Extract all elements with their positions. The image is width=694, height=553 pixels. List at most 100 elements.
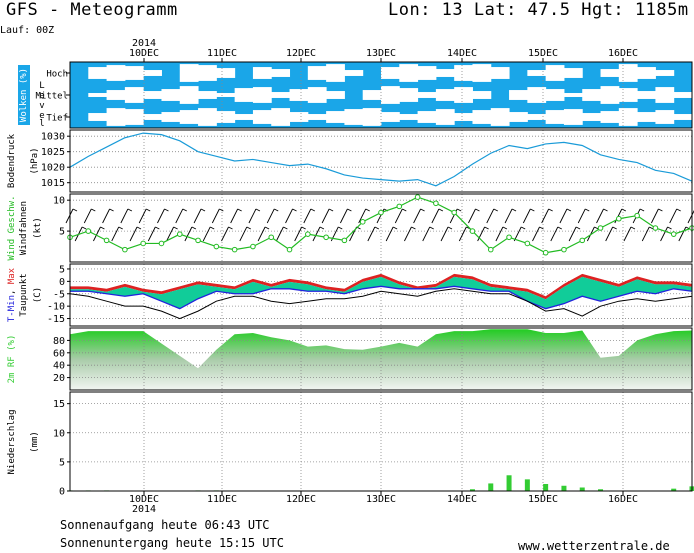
wind-barb-flag <box>539 226 544 230</box>
ylabel-part: Taupunkt <box>19 273 29 316</box>
cloud-cell <box>198 91 217 99</box>
wind-barb <box>431 208 440 224</box>
wind-barb <box>651 208 659 224</box>
wind-barb-flag <box>630 226 636 230</box>
cloud-cell <box>490 108 510 126</box>
dewpoint-axis-label: Taupunkt <box>19 273 29 316</box>
wind-speed-point <box>286 246 293 253</box>
wind-barb <box>522 208 531 224</box>
cloud-cell <box>252 110 272 124</box>
wind-barb-flag <box>72 208 78 212</box>
cloud-cell <box>326 64 345 82</box>
cloud-cell <box>399 64 419 82</box>
wind-barb <box>303 208 312 224</box>
cloud-cell <box>88 113 108 121</box>
wind-barb-flag <box>365 208 370 212</box>
cloud-cell <box>198 65 217 81</box>
clouds-frame <box>69 61 693 129</box>
y-tick-label: 15 <box>53 399 65 410</box>
day-label-bottom: 15DEC <box>528 494 558 505</box>
cloud-cell <box>124 87 144 103</box>
cloud-cell <box>399 114 419 120</box>
cloud-cell <box>381 86 400 104</box>
wind-barb <box>175 208 184 224</box>
cloud-cell <box>673 92 693 98</box>
wind-barb-flag <box>429 226 434 230</box>
wind-barb-flag <box>502 226 508 230</box>
cloud-cell <box>381 112 400 122</box>
wind-barb <box>559 208 568 224</box>
wind-speed-point <box>341 237 348 244</box>
year-label-bottom: 2014 <box>132 504 156 515</box>
y-tick-label: 5 <box>59 227 65 238</box>
cloud-cell <box>417 66 437 80</box>
cloud-cell <box>454 87 473 103</box>
wind-barb <box>157 208 165 224</box>
wind-barb <box>641 226 650 242</box>
y-tick-label: -5 <box>53 289 65 300</box>
day-label-bottom: 13DEC <box>366 494 396 505</box>
wind-barb <box>568 226 577 242</box>
cloud-cell <box>655 70 675 76</box>
cloud-cell <box>289 89 309 101</box>
wind-barb <box>102 208 110 224</box>
cloud-cell <box>179 64 199 82</box>
ylabel-part: (hPa) <box>30 147 40 174</box>
wind-barb-flag <box>319 226 325 230</box>
wind-speed-point <box>433 200 439 207</box>
wind-speed-point <box>103 237 110 244</box>
cloud-cell <box>600 69 620 77</box>
wind-speed-point <box>597 225 604 231</box>
day-label-top: 11DEC <box>207 48 237 59</box>
cloud-cell <box>673 114 693 120</box>
wind-barb-flag <box>639 208 645 212</box>
wind-barb <box>596 208 604 224</box>
cloud-cell <box>472 91 492 99</box>
cloud-cell <box>618 108 638 126</box>
cloud-cell <box>417 92 437 98</box>
wind-speed-point <box>469 228 476 234</box>
wind-barb <box>248 208 257 224</box>
wind-barb-flag <box>676 208 681 212</box>
wind-barb-flag <box>255 208 261 212</box>
website-link[interactable]: www.wetterzentrale.de <box>518 539 670 553</box>
cloud-cell <box>362 90 382 100</box>
cloud-cell <box>563 93 583 97</box>
precip-bar <box>671 488 677 491</box>
wind-barb-flag <box>484 226 489 230</box>
cloud-cell <box>472 110 492 124</box>
ylabel-part: Niederschlag <box>7 409 17 474</box>
wind-barb-flag <box>594 226 599 230</box>
wind-barb <box>385 226 394 242</box>
wind-barb-flag <box>338 226 343 230</box>
cloud-cell <box>399 88 419 102</box>
wind-speed-point <box>140 240 146 247</box>
wind-speed-point <box>231 246 238 253</box>
wind-barb-flag <box>667 226 672 230</box>
wind-barb-flag <box>575 226 581 230</box>
side-label-letter: L <box>39 81 44 91</box>
cloud-cell <box>271 92 291 98</box>
wind-barb-flag <box>109 208 114 212</box>
wind-barb-flag <box>548 208 553 212</box>
cloud-cell <box>124 109 144 125</box>
tmin-line <box>70 285 693 310</box>
side-label-letter: e <box>39 111 44 121</box>
wind-barb <box>550 226 559 242</box>
wind-speed-point <box>305 231 311 237</box>
temp-axis-label: T-Min, Max <box>7 267 17 322</box>
pressure-frame <box>69 129 693 193</box>
meteogram-title: GFS - Meteogramm <box>6 0 178 20</box>
cloud-cell <box>655 87 675 103</box>
wind-barb <box>266 208 275 224</box>
wind-barb <box>468 208 476 224</box>
cloud-cell <box>307 87 327 103</box>
cloud-cell <box>362 108 382 126</box>
cloud-cell <box>143 70 162 76</box>
wind-barb <box>221 226 229 242</box>
wind-speed-point <box>378 209 384 216</box>
wind-barb <box>678 226 687 242</box>
wind-barb <box>138 208 147 224</box>
wind-barb <box>577 208 586 224</box>
